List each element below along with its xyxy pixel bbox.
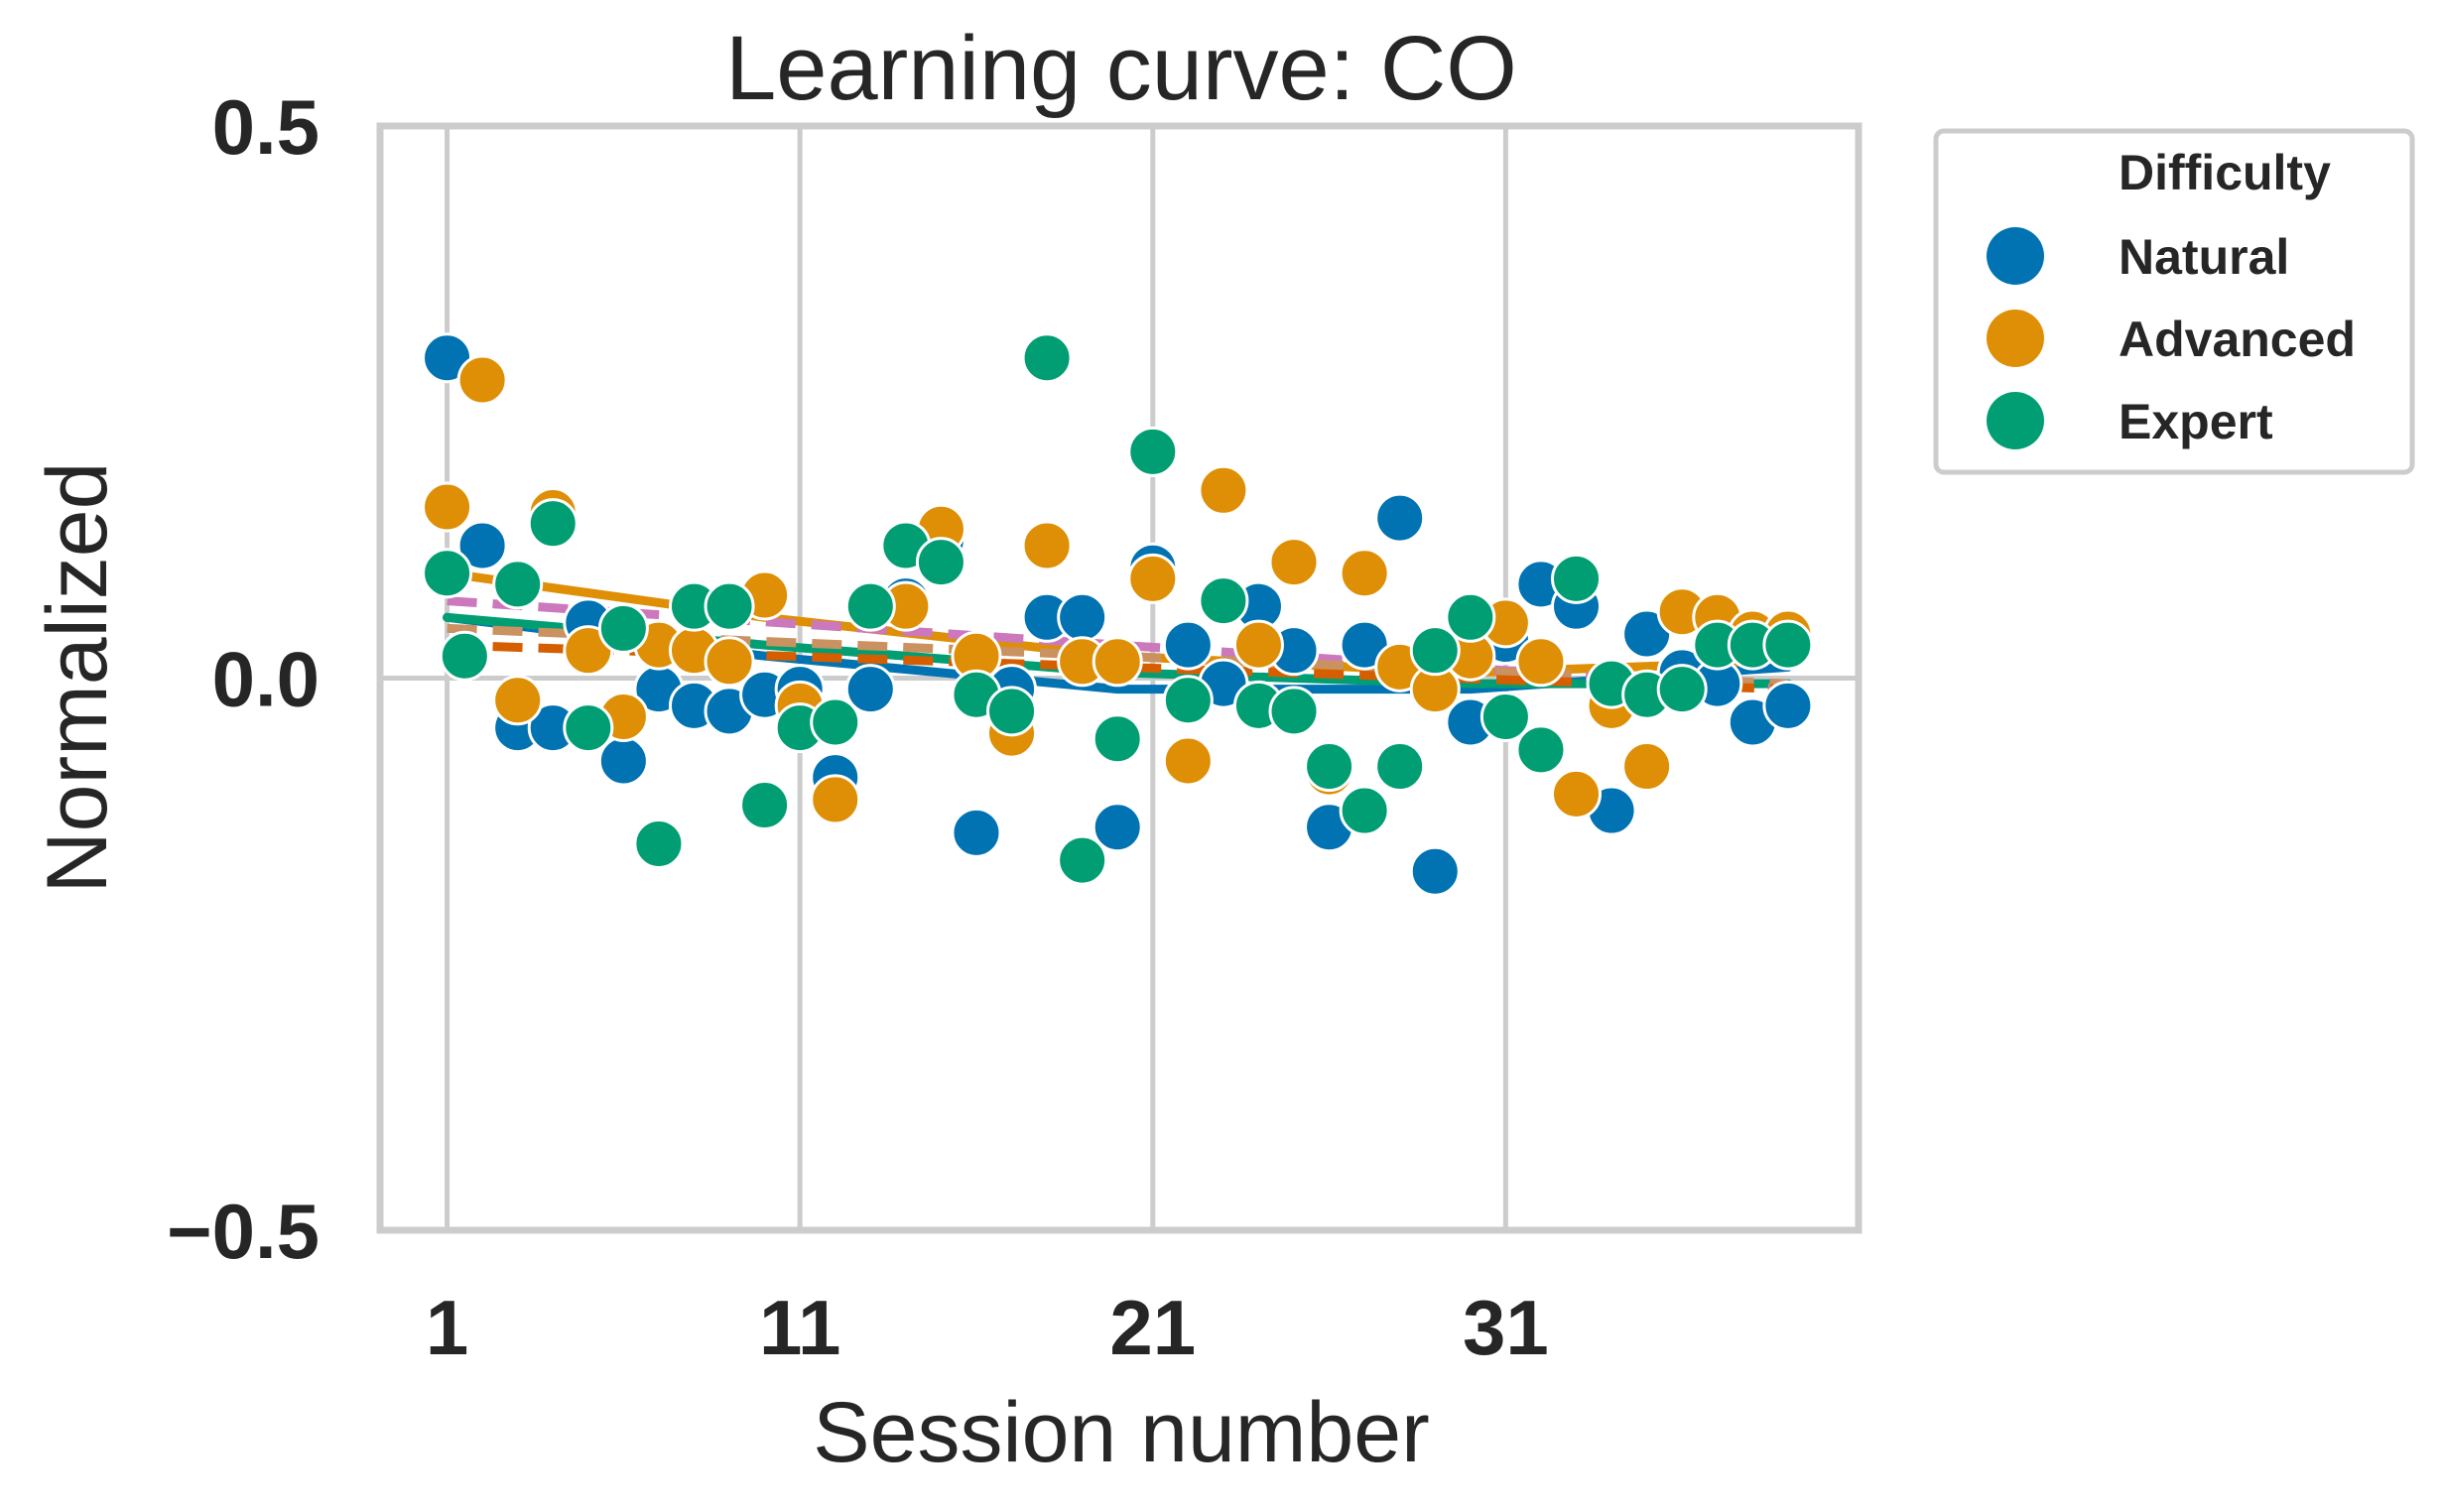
x-tick-label: 31 xyxy=(1463,1284,1549,1371)
data-point-expert xyxy=(1409,625,1461,677)
data-point-advanced xyxy=(1092,636,1143,688)
y-tick-label: 0.5 xyxy=(212,83,320,171)
data-point-advanced xyxy=(1339,548,1390,599)
data-point-expert xyxy=(1127,426,1179,477)
data-point-expert xyxy=(1479,691,1531,742)
points xyxy=(422,332,1814,897)
y-axis-label: Normalized xyxy=(30,462,125,894)
data-point-expert xyxy=(1021,332,1073,384)
data-point-advanced xyxy=(1268,537,1320,588)
x-tick-label: 11 xyxy=(759,1284,840,1371)
data-point-advanced xyxy=(1551,768,1603,819)
data-point-expert xyxy=(633,818,685,869)
data-point-advanced xyxy=(1021,520,1073,571)
x-axis-label: Session number xyxy=(813,1385,1429,1480)
legend-marker-expert xyxy=(1987,392,2044,449)
data-point-natural xyxy=(951,807,1002,858)
data-point-advanced xyxy=(1162,735,1214,787)
data-point-expert xyxy=(1198,575,1249,627)
data-point-natural xyxy=(1092,802,1143,853)
x-tick-labels: 1 11 21 31 xyxy=(426,1284,1549,1371)
y-tick-label: 0.0 xyxy=(212,636,320,723)
data-point-natural xyxy=(456,520,508,571)
data-point-natural xyxy=(844,664,896,715)
y-tick-label: −0.5 xyxy=(167,1188,320,1275)
data-point-advanced xyxy=(456,354,508,406)
data-point-expert xyxy=(1268,686,1320,737)
legend-frame xyxy=(1933,128,2415,475)
data-point-expert xyxy=(1762,619,1814,671)
data-point-expert xyxy=(563,702,614,754)
data-point-expert xyxy=(439,630,490,682)
data-point-expert xyxy=(527,498,578,550)
data-point-expert xyxy=(1162,675,1214,726)
data-point-expert xyxy=(1339,785,1390,836)
data-point-advanced xyxy=(1198,464,1249,516)
data-point-natural xyxy=(1162,619,1214,671)
data-point-natural xyxy=(1762,680,1814,731)
data-point-expert xyxy=(597,602,649,654)
data-point-expert xyxy=(422,548,473,599)
legend-label-advanced: Advanced xyxy=(2119,312,2356,367)
data-point-expert xyxy=(739,779,791,830)
chart-title: Learning curve: CO xyxy=(725,18,1517,119)
data-point-advanced xyxy=(810,774,861,825)
data-point-natural xyxy=(1057,591,1108,643)
data-point-expert xyxy=(1656,664,1708,715)
y-tick-labels: −0.5 0.0 0.5 xyxy=(167,83,320,1275)
legend-label-natural: Natural xyxy=(2119,229,2289,285)
legend-marker-advanced xyxy=(1987,310,2044,367)
legend: Difficulty Natural Advanced Expert xyxy=(1933,128,2415,475)
data-point-natural xyxy=(1374,492,1426,544)
data-point-expert xyxy=(492,559,544,610)
data-point-expert xyxy=(1374,741,1426,793)
x-tick-label: 21 xyxy=(1109,1284,1196,1371)
plot-area xyxy=(376,122,1863,1234)
data-point-expert xyxy=(1445,591,1496,643)
data-point-expert xyxy=(986,686,1038,737)
data-point-expert xyxy=(1057,834,1108,886)
data-point-expert xyxy=(915,537,966,588)
data-point-advanced xyxy=(422,481,473,533)
data-point-expert xyxy=(1304,741,1355,793)
data-point-advanced xyxy=(492,675,544,726)
data-point-expert xyxy=(1515,724,1567,776)
legend-label-expert: Expert xyxy=(2119,394,2273,449)
fit-line xyxy=(447,640,1789,694)
data-point-advanced xyxy=(1232,619,1284,671)
data-point-expert xyxy=(844,580,896,632)
grid xyxy=(380,123,1859,1233)
data-point-advanced xyxy=(1621,741,1673,793)
fit-line xyxy=(447,623,1789,689)
data-point-advanced xyxy=(704,636,755,688)
data-point-expert xyxy=(704,580,755,632)
data-point-natural xyxy=(1409,845,1461,897)
data-point-expert xyxy=(1551,553,1603,604)
legend-title: Difficulty xyxy=(2119,145,2331,200)
data-point-advanced xyxy=(1127,553,1179,604)
data-point-expert xyxy=(810,696,861,748)
data-point-advanced xyxy=(1515,636,1567,688)
legend-marker-natural xyxy=(1987,227,2044,285)
x-tick-label: 1 xyxy=(426,1284,468,1371)
data-point-expert xyxy=(1092,713,1143,765)
